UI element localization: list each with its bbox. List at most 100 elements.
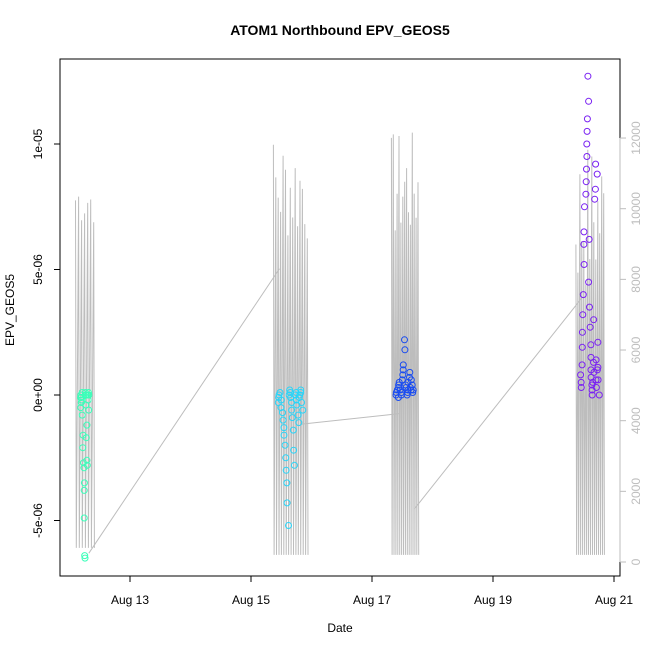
data-point [587,341,595,349]
plot-frame [59,58,621,577]
data-point [584,72,592,80]
data-point [80,514,88,522]
data-point [583,165,590,173]
data-point [594,363,602,371]
y-tick-label: 1e-05 [31,128,45,159]
data-point [583,140,591,148]
data-point [579,311,587,319]
altitude-trace [272,144,309,555]
x-tick-label: Aug 19 [474,593,512,607]
data-point [79,444,87,452]
data-point [277,396,285,404]
data-point [395,381,403,389]
data-point [295,419,303,427]
data-point [297,386,305,394]
data-point [84,396,92,404]
data-point [276,389,284,396]
x-tick-label: Aug 13 [111,593,149,607]
data-point [398,376,406,384]
data-point [594,376,602,384]
altitude-trace [390,132,420,555]
data-point [399,371,407,379]
y-axis-label: EPV_GEOS5 [3,274,17,346]
data-point [583,127,591,135]
data-point [290,446,298,454]
y-tick-label: 0e+00 [31,378,45,412]
data-point [582,178,590,186]
x-axis: Aug 13 Aug 15 Aug 17 Aug 19 Aug 21 [111,575,633,607]
data-point [285,522,292,529]
chart-title: ATOM1 Northbound EPV_GEOS5 [230,22,450,38]
data-point [83,461,91,469]
data-point [80,486,88,494]
data-point [408,381,416,389]
data-point [406,368,414,376]
altitude-connector [88,268,280,554]
data-point [297,389,305,396]
data-point [583,115,591,123]
data-point [279,416,287,424]
data-point [283,499,291,507]
data-point [282,466,290,474]
data-point [585,235,593,243]
data-point [288,414,296,422]
data-point [83,456,91,464]
x-axis-label: Date [327,621,353,635]
data-point [591,185,599,193]
data-point [586,303,593,311]
data-point [595,391,603,399]
data-point [577,378,585,386]
altitude-trace [75,196,95,548]
data-point [585,278,593,286]
x-tick-label: Aug 17 [353,593,391,607]
data-point [399,366,407,374]
y-tick-label: 5e-06 [31,254,45,285]
data-point [409,386,417,394]
data-point [592,160,600,168]
altitude-connector [300,413,400,425]
data-point [593,366,601,374]
data-point [78,411,86,419]
data-point [590,316,598,324]
data-point [578,328,586,336]
data-point [399,361,407,369]
data-point [588,391,596,399]
data-point [85,389,92,396]
data-point [409,389,417,396]
data-point [592,356,600,364]
data-point [282,454,290,462]
data-point [283,479,291,487]
data-point [299,406,307,414]
data-point [585,97,593,105]
data-point [407,376,415,384]
data-point [288,406,296,414]
data-point [580,240,588,248]
data-point [582,190,590,198]
data-point [81,554,89,562]
data-point [401,346,409,354]
data-point [578,343,586,351]
data-point [294,411,302,419]
data-point [594,338,602,346]
data-point [80,479,88,487]
data-point [579,291,587,299]
data-point [298,399,306,406]
data-point [85,391,93,399]
data-point [586,323,594,331]
data-point [280,431,288,439]
right-tick-label: 4000 [629,407,643,434]
right-tick-label: 2000 [629,478,643,505]
data-point [82,434,90,442]
right-tick-label: 6000 [629,336,643,363]
data-point [83,421,91,429]
right-tick-label: 8000 [629,266,643,293]
y-tick-label: -5e-06 [31,503,45,538]
altitude-trace [575,149,605,555]
data-point [578,361,586,369]
right-tick-label: 10000 [629,192,643,226]
data-point [81,552,89,560]
data-point [403,391,411,399]
right-axis: 0 2000 4000 6000 8000 10000 12000 [619,121,643,565]
altitude-connector [413,296,583,510]
